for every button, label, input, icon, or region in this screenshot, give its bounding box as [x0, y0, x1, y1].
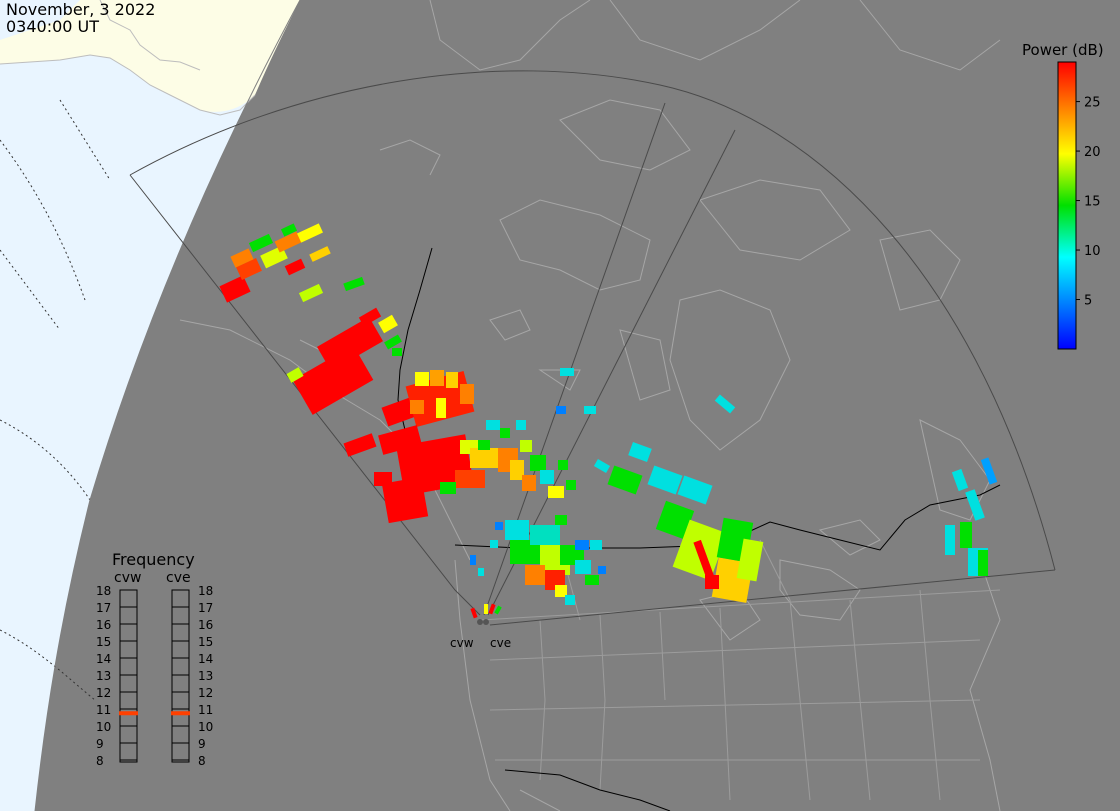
frequency-tick-label: 14 [96, 652, 111, 666]
frequency-tick-label: 12 [96, 686, 111, 700]
radar-echoes [219, 223, 998, 619]
frequency-tick-label: 11 [96, 703, 111, 717]
frequency-marker-cvw [119, 711, 138, 716]
fov-right-edge [489, 569, 1056, 626]
frequency-tick-label: 11 [198, 703, 213, 717]
terminator-line [34, 0, 301, 811]
frequency-title: Frequency [112, 550, 195, 569]
frequency-tick-label: 8 [198, 754, 206, 768]
frequency-tick-label: 17 [198, 601, 213, 615]
frequency-tick-label: 9 [96, 737, 104, 751]
day-side-region [0, 0, 301, 811]
power-colorbar: Power (dB) 25 20 15 10 5 [1022, 41, 1104, 350]
day-land-alaska [0, 0, 300, 112]
frequency-tick-label: 18 [198, 584, 213, 598]
radar-site-cve [483, 619, 489, 625]
radar-site-label-cvw: cvw [450, 636, 474, 650]
frequency-tick-label: 9 [198, 737, 206, 751]
frequency-tick-label: 18 [96, 584, 111, 598]
frequency-tick-label: 16 [198, 618, 213, 632]
frequency-tick-label: 15 [198, 635, 213, 649]
fov-outer-arc [129, 70, 1056, 571]
frequency-panel: Frequency cvw cve 1817161514131211109818… [96, 550, 213, 768]
graticule-dotted [0, 99, 111, 701]
frequency-tick-label: 13 [198, 669, 213, 683]
frequency-tick-label: 10 [198, 720, 213, 734]
frequency-radar-label-cvw: cvw [114, 570, 141, 586]
colorbar-title: Power (dB) [1022, 41, 1104, 59]
date-label: November, 3 2022 [6, 0, 155, 19]
radar-site-label-cve: cve [490, 636, 511, 650]
aleutian-coast [0, 54, 256, 116]
coastlines [179, 0, 1001, 811]
colorbar-tick-label: 5 [1084, 294, 1092, 309]
frequency-bar-cve [171, 589, 190, 763]
frequency-marker-cve [171, 711, 190, 716]
frequency-scale: 18 17 16 15 14 13 12 11 10 9 8 18 17 16 15 14 13 12 11 10 9 8 [96, 584, 213, 768]
time-label: 0340:00 UT [6, 17, 99, 36]
colorbar-tick-label: 20 [1084, 145, 1101, 160]
radar-sites: cvw cve [450, 619, 511, 650]
colorbar-gradient [1057, 61, 1077, 350]
colorbar-tick-label: 15 [1084, 195, 1101, 210]
fov-left-edge [129, 174, 481, 616]
alaska-coast [99, 0, 201, 71]
frequency-bar-cvw [119, 589, 138, 763]
colorbar-ticks: 25 20 15 10 5 [1076, 96, 1101, 309]
frequency-tick-label: 14 [198, 652, 213, 666]
colorbar-tick-label: 25 [1084, 96, 1101, 111]
day-ocean [0, 0, 300, 811]
fov-cve-left-edge [487, 129, 736, 616]
frequency-tick-label: 16 [96, 618, 111, 632]
frequency-tick-label: 12 [198, 686, 213, 700]
frequency-radar-label-cve: cve [166, 570, 191, 586]
frequency-tick-label: 13 [96, 669, 111, 683]
frequency-tick-label: 15 [96, 635, 111, 649]
frequency-tick-label: 8 [96, 754, 104, 768]
political-boundaries [479, 539, 1001, 801]
colorbar-tick-label: 10 [1084, 244, 1101, 259]
frequency-tick-label: 17 [96, 601, 111, 615]
frequency-tick-label: 10 [96, 720, 111, 734]
radar-site-cvw [477, 619, 483, 625]
